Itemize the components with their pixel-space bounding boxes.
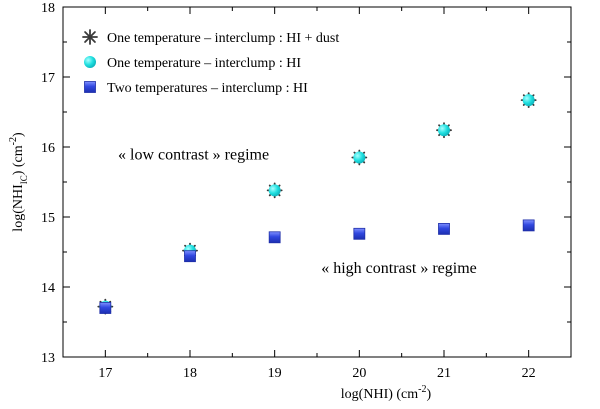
x-tick-label: 20 (352, 366, 366, 381)
y-axis-title: log(NHIIC) (cm-2) (8, 132, 29, 232)
circle-point (268, 184, 281, 197)
legend-label: One temperature – interclump : HI (107, 56, 301, 71)
circle-point (438, 124, 450, 137)
square-point (99, 302, 112, 314)
square-point (184, 250, 196, 263)
axis-ticks (62, 6, 572, 358)
x-tick-label: 17 (98, 366, 112, 381)
x-axis-title-main: log(NHI) (cm (341, 387, 418, 402)
x-tick-label: 19 (268, 366, 282, 381)
square-point (268, 231, 281, 244)
square-point (438, 222, 450, 235)
y-axis-title-sup: -2 (8, 137, 19, 145)
y-tick-label: 14 (41, 281, 55, 296)
series-circle (99, 94, 535, 313)
legend-marker-circle (84, 56, 96, 68)
y-tick-label: 13 (41, 351, 55, 366)
y-tick-label: 16 (41, 141, 55, 156)
x-tick-label: 18 (183, 366, 197, 381)
y-axis-title-main: log(NHI (11, 184, 26, 232)
legend-marker-asterisk (82, 29, 98, 45)
y-tick-label: 17 (41, 71, 55, 86)
y-tick-label: 15 (41, 211, 55, 226)
circle-point (522, 94, 535, 107)
series-square (99, 219, 535, 314)
square-point (353, 227, 366, 240)
series-asterisk (97, 92, 537, 315)
x-tick-label: 22 (522, 366, 536, 381)
axis-tick-labels: 17 18 19 20 21 22 13 14 15 16 17 18 (41, 1, 536, 381)
regime-annotation: « high contrast » regime (321, 260, 477, 277)
y-axis-title-end: ) (11, 132, 26, 137)
data-series (97, 92, 537, 315)
legend-marker-square (84, 81, 96, 93)
x-axis-title: log(NHI) (cm-2) (341, 384, 432, 402)
x-tick-label: 21 (437, 366, 451, 381)
x-axis-title-end: ) (427, 387, 432, 402)
legend-label: Two temperatures – interclump : HI (107, 81, 308, 96)
legend: One temperature – interclump : HI + dust… (82, 29, 339, 96)
asterisk-stroke (84, 31, 96, 43)
circle-point (353, 151, 366, 164)
y-axis-title-mid: ) (cm (11, 145, 26, 175)
regime-annotation: « low contrast » regime (118, 147, 269, 164)
square-point (522, 219, 535, 232)
y-tick-label: 18 (41, 1, 55, 16)
legend-label: One temperature – interclump : HI + dust (107, 31, 339, 46)
y-axis-title-sub: IC (19, 175, 29, 184)
x-axis-title-sup: -2 (418, 384, 426, 395)
annotations: « low contrast » regime « high contrast »… (118, 147, 477, 277)
